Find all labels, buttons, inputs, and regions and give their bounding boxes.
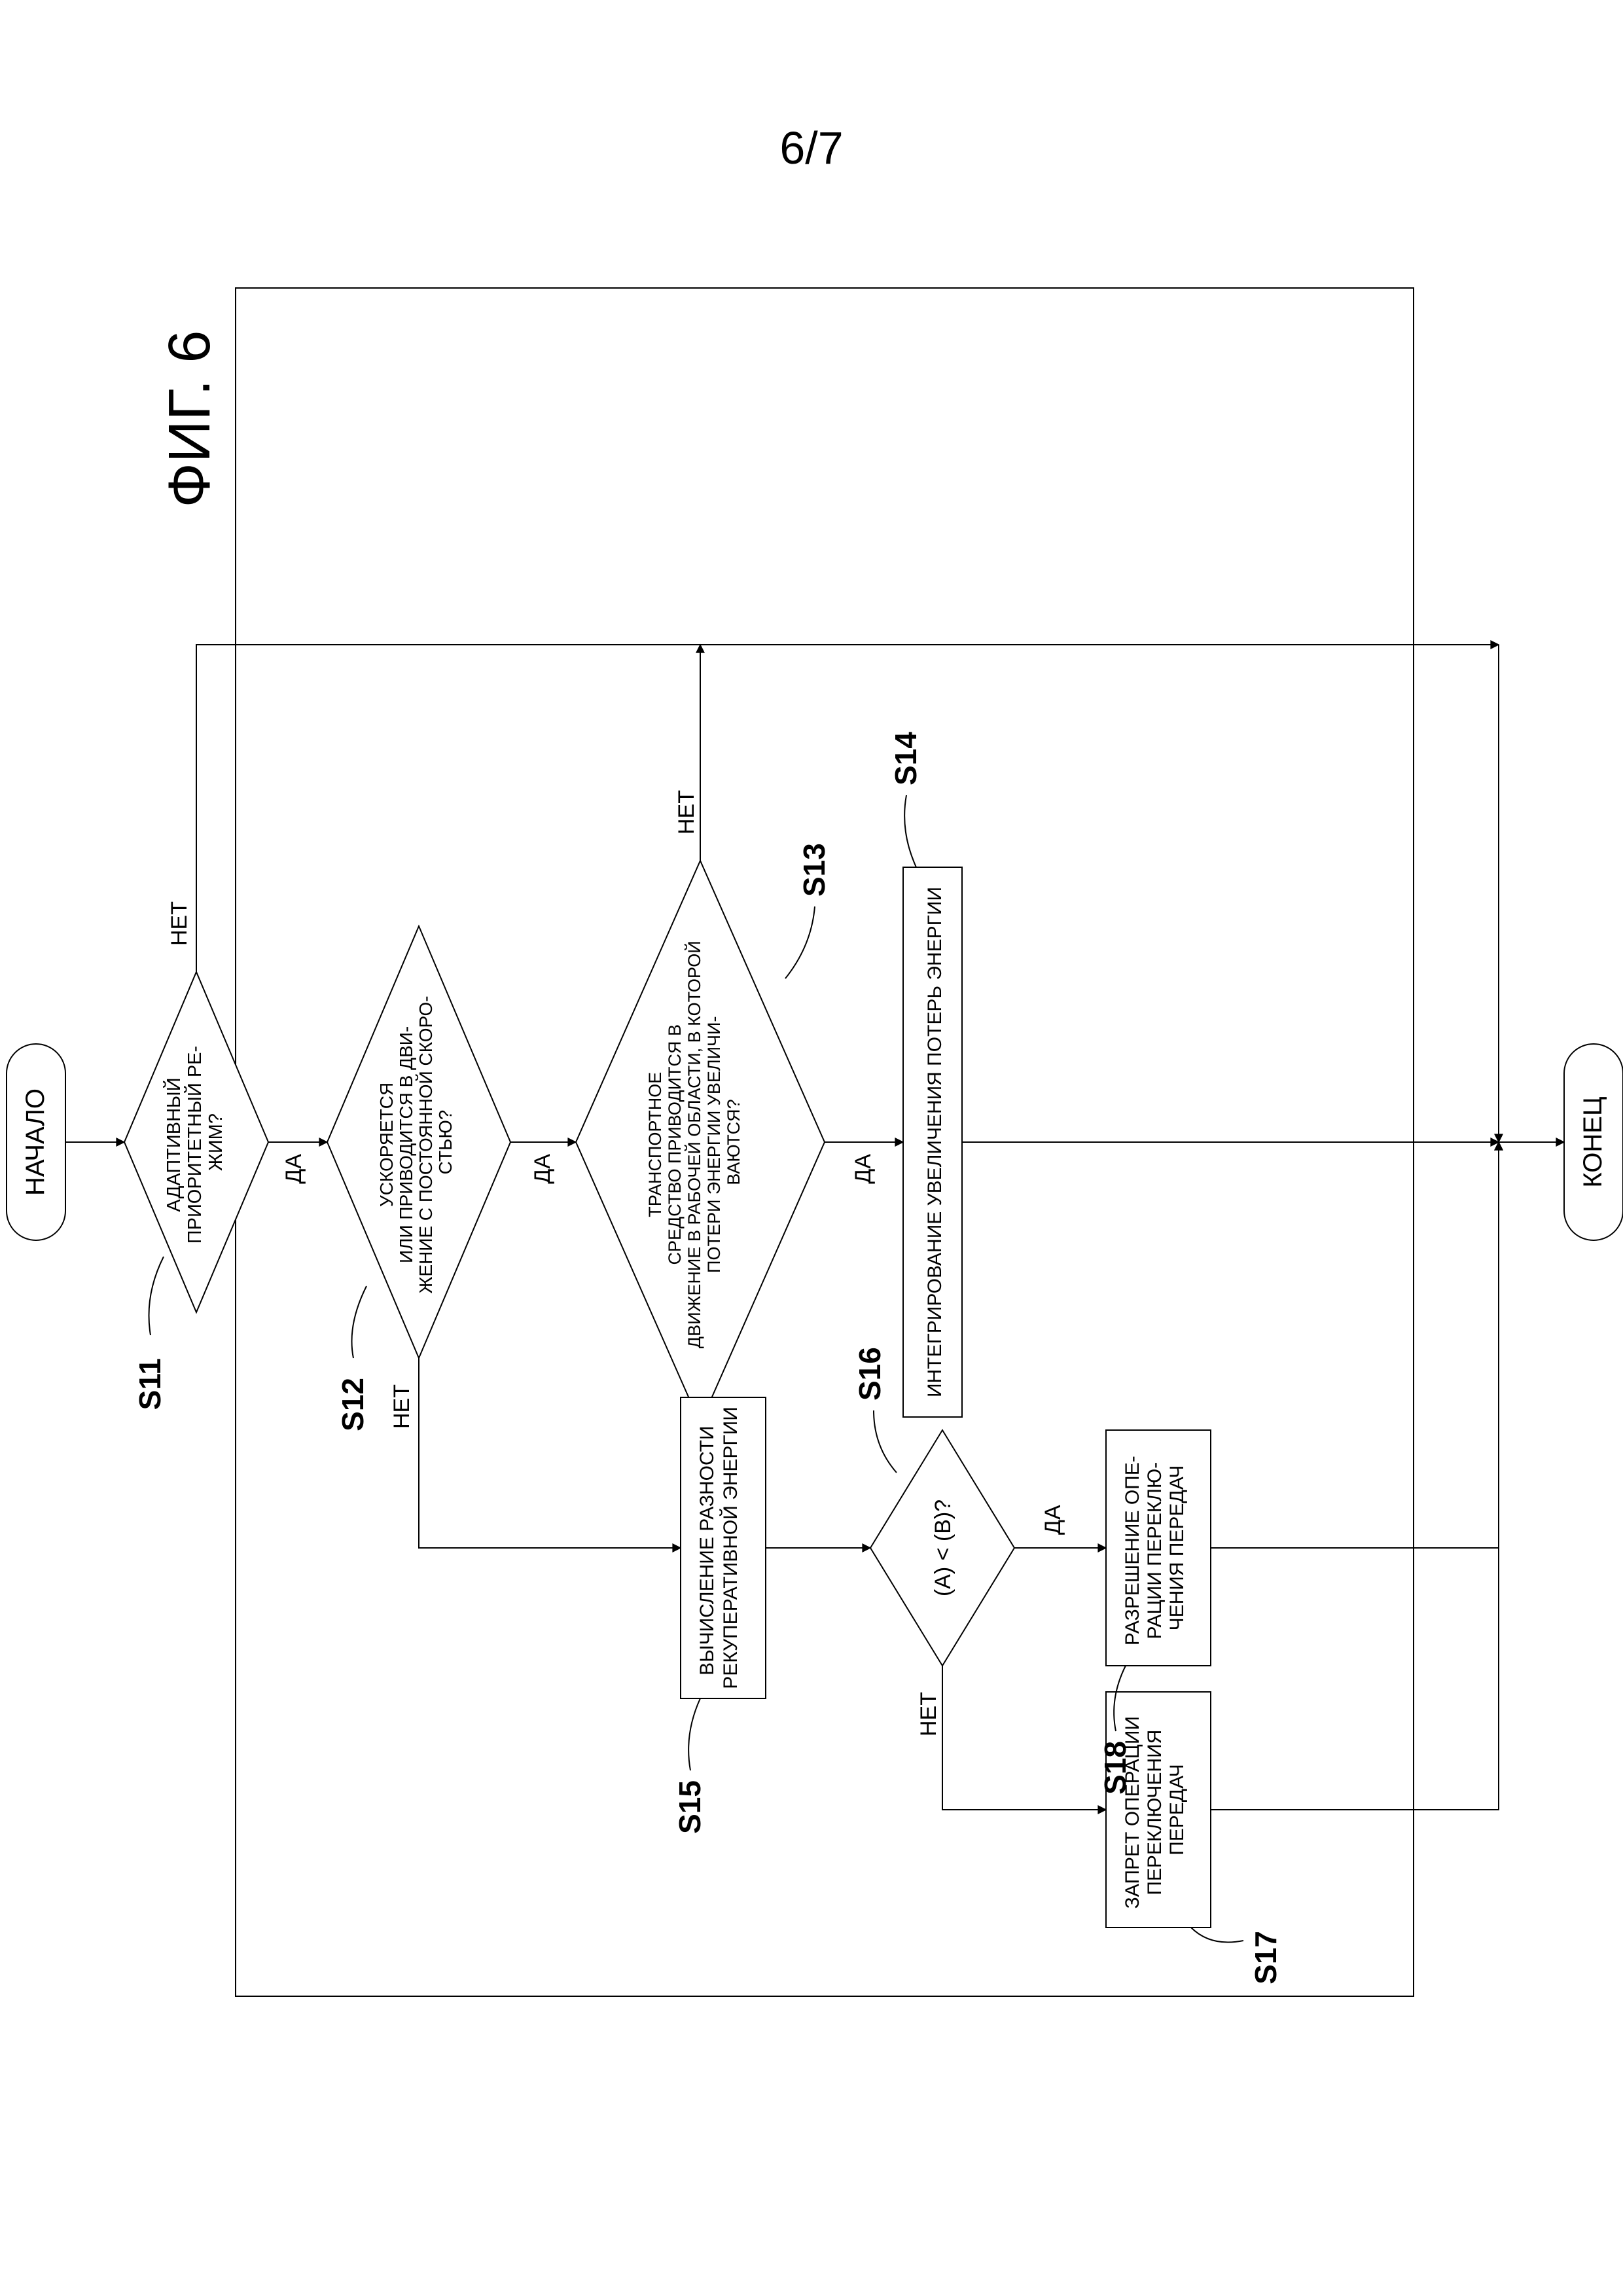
s11-ref-leader bbox=[149, 1257, 164, 1335]
flowchart-svg: 6/7 ФИГ. 6 НАЧАЛО АДАПТИВНЫЙ ПРИОРИТЕТНЫ bbox=[0, 0, 1623, 2296]
s18-text: РАЗРЕШЕНИЕ ОПЕ- РАЦИИ ПЕРЕКЛЮ- ЧЕНИЯ ПЕР… bbox=[1122, 1450, 1188, 1645]
s13-no-label: НЕТ bbox=[674, 790, 699, 834]
s16-ref-leader bbox=[874, 1410, 897, 1473]
start-label: НАЧАЛО bbox=[21, 1088, 50, 1196]
s11-ref: S11 bbox=[133, 1358, 167, 1410]
s12-ref: S12 bbox=[336, 1378, 370, 1431]
page-header: 6/7 bbox=[779, 122, 843, 173]
s15-ref-leader bbox=[688, 1698, 700, 1770]
s11-no-label: НЕТ bbox=[167, 901, 192, 946]
s14-node: ИНТЕГРИРОВАНИЕ УВЕЛИЧЕНИЯ ПОТЕРЬ ЭНЕРГИИ bbox=[903, 867, 962, 1417]
s16-text: (A) < (B)? bbox=[931, 1499, 955, 1596]
figure-label: ФИГ. 6 bbox=[157, 331, 223, 508]
s11-node: АДАПТИВНЫЙ ПРИОРИТЕТНЫЙ РЕ- ЖИМ? bbox=[124, 972, 268, 1312]
s13-yes-label: ДА bbox=[851, 1154, 876, 1184]
page: 6/7 ФИГ. 6 НАЧАЛО АДАПТИВНЫЙ ПРИОРИТЕТНЫ bbox=[0, 0, 1623, 2296]
edge-s12-no bbox=[419, 1358, 681, 1548]
s13-node: ТРАНСПОРТНОЕ СРЕДСТВО ПРИВОДИТСЯ В ДВИЖЕ… bbox=[576, 861, 825, 1424]
s13-ref: S13 bbox=[797, 843, 831, 897]
s14-ref: S14 bbox=[889, 732, 923, 785]
s18-ref: S18 bbox=[1098, 1741, 1132, 1795]
edge-s18-down bbox=[1211, 1142, 1499, 1548]
s16-no-label: НЕТ bbox=[916, 1692, 941, 1736]
s15-node: ВЫЧИСЛЕНИЕ РАЗНОСТИ РЕКУПЕРАТИВНОЙ ЭНЕРГ… bbox=[681, 1397, 766, 1698]
s14-text: ИНТЕГРИРОВАНИЕ УВЕЛИЧЕНИЯ ПОТЕРЬ ЭНЕРГИИ bbox=[924, 887, 946, 1397]
start-node: НАЧАЛО bbox=[7, 1044, 65, 1240]
s12-yes-label: ДА bbox=[530, 1154, 555, 1184]
s12-node: УСКОРЯЕТСЯ ИЛИ ПРИВОДИТСЯ В ДВИ- ЖЕНИЕ С… bbox=[327, 926, 510, 1358]
s11-yes-label: ДА bbox=[281, 1154, 306, 1184]
s17-node: ЗАПРЕТ ОПЕРАЦИИ ПЕРЕКЛЮЧЕНИЯ ПЕРЕДАЧ bbox=[1106, 1692, 1211, 1928]
s13-ref-leader bbox=[785, 906, 815, 978]
s14-ref-leader bbox=[904, 795, 916, 867]
s17-ref: S17 bbox=[1249, 1931, 1283, 1984]
end-label: КОНЕЦ bbox=[1578, 1096, 1607, 1187]
s16-ref: S16 bbox=[853, 1347, 887, 1401]
s16-yes-label: ДА bbox=[1041, 1505, 1065, 1535]
s18-node: РАЗРЕШЕНИЕ ОПЕ- РАЦИИ ПЕРЕКЛЮ- ЧЕНИЯ ПЕР… bbox=[1106, 1430, 1211, 1666]
s12-no-label: НЕТ bbox=[389, 1384, 414, 1429]
s12-ref-leader bbox=[352, 1286, 367, 1358]
s16-node: (A) < (B)? bbox=[870, 1430, 1014, 1666]
s17-ref-leader bbox=[1191, 1928, 1243, 1943]
edge-s17-down bbox=[1211, 1142, 1499, 1810]
s15-ref: S15 bbox=[673, 1780, 707, 1834]
end-node: КОНЕЦ bbox=[1564, 1044, 1623, 1240]
edge-s11-no bbox=[196, 645, 1499, 972]
edge-s16-no bbox=[942, 1666, 1106, 1810]
